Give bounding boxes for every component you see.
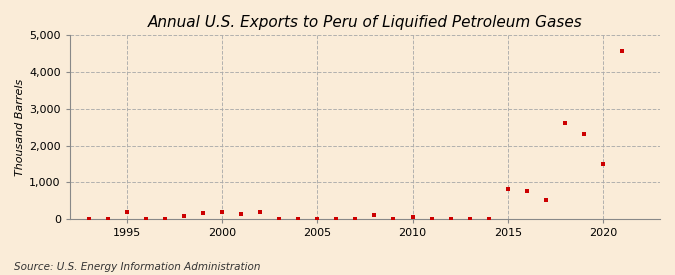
- Point: [140, 216, 151, 221]
- Point: [578, 131, 589, 136]
- Point: [236, 212, 246, 216]
- Point: [560, 121, 570, 126]
- Point: [407, 215, 418, 219]
- Point: [331, 217, 342, 221]
- Point: [521, 189, 532, 194]
- Point: [84, 217, 95, 221]
- Point: [198, 211, 209, 215]
- Point: [217, 210, 227, 214]
- Point: [616, 49, 627, 54]
- Point: [274, 217, 285, 221]
- Text: Source: U.S. Energy Information Administration: Source: U.S. Energy Information Administ…: [14, 262, 260, 272]
- Point: [312, 217, 323, 221]
- Point: [446, 217, 456, 221]
- Point: [179, 213, 190, 218]
- Point: [388, 217, 399, 221]
- Point: [293, 217, 304, 221]
- Point: [122, 210, 132, 214]
- Point: [483, 217, 494, 221]
- Point: [369, 212, 380, 217]
- Point: [502, 187, 513, 191]
- Point: [597, 162, 608, 166]
- Title: Annual U.S. Exports to Peru of Liquified Petroleum Gases: Annual U.S. Exports to Peru of Liquified…: [148, 15, 583, 30]
- Point: [464, 217, 475, 221]
- Point: [541, 198, 551, 202]
- Point: [426, 217, 437, 221]
- Point: [350, 217, 361, 221]
- Point: [254, 210, 265, 214]
- Point: [103, 217, 113, 221]
- Point: [159, 217, 170, 221]
- Y-axis label: Thousand Barrels: Thousand Barrels: [15, 79, 25, 176]
